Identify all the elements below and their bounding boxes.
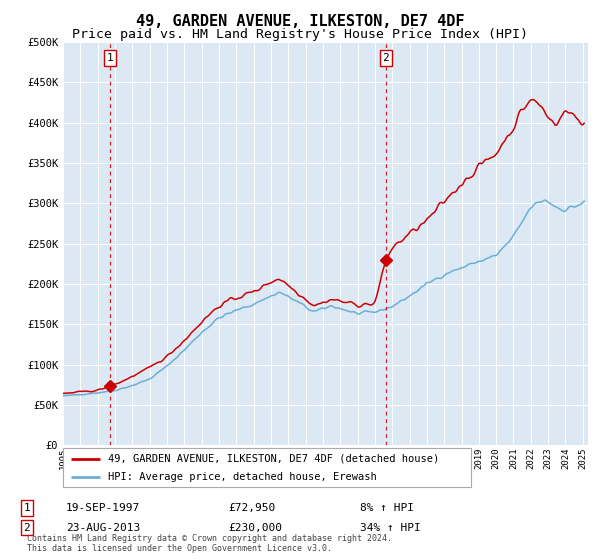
Text: 2: 2	[23, 522, 31, 533]
Text: Price paid vs. HM Land Registry's House Price Index (HPI): Price paid vs. HM Land Registry's House …	[72, 28, 528, 41]
Text: 1: 1	[107, 53, 113, 63]
Text: 1: 1	[23, 503, 31, 513]
Text: 8% ↑ HPI: 8% ↑ HPI	[360, 503, 414, 513]
Text: £72,950: £72,950	[228, 503, 275, 513]
Text: 34% ↑ HPI: 34% ↑ HPI	[360, 522, 421, 533]
Text: 19-SEP-1997: 19-SEP-1997	[66, 503, 140, 513]
Text: 2: 2	[383, 53, 389, 63]
Text: 49, GARDEN AVENUE, ILKESTON, DE7 4DF (detached house): 49, GARDEN AVENUE, ILKESTON, DE7 4DF (de…	[108, 454, 439, 464]
Text: Contains HM Land Registry data © Crown copyright and database right 2024.
This d: Contains HM Land Registry data © Crown c…	[27, 534, 392, 553]
Text: 49, GARDEN AVENUE, ILKESTON, DE7 4DF: 49, GARDEN AVENUE, ILKESTON, DE7 4DF	[136, 14, 464, 29]
Text: HPI: Average price, detached house, Erewash: HPI: Average price, detached house, Erew…	[108, 473, 377, 482]
FancyBboxPatch shape	[63, 448, 471, 487]
Text: £230,000: £230,000	[228, 522, 282, 533]
Text: 23-AUG-2013: 23-AUG-2013	[66, 522, 140, 533]
